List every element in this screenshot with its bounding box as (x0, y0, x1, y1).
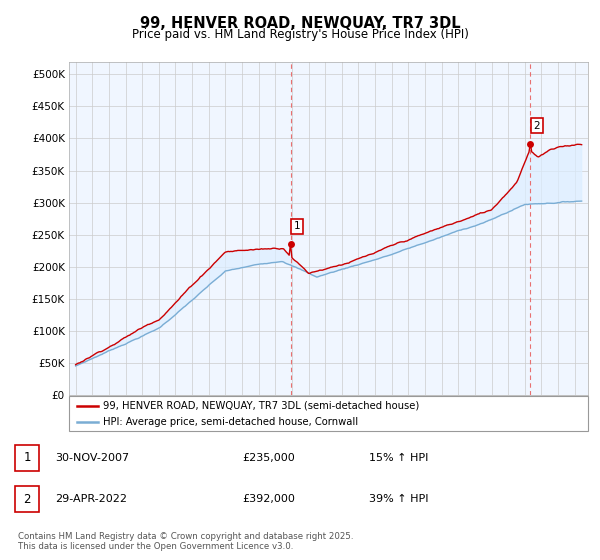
Text: £392,000: £392,000 (242, 494, 295, 505)
Text: HPI: Average price, semi-detached house, Cornwall: HPI: Average price, semi-detached house,… (103, 417, 358, 427)
Text: 1: 1 (294, 221, 301, 231)
Text: 99, HENVER ROAD, NEWQUAY, TR7 3DL (semi-detached house): 99, HENVER ROAD, NEWQUAY, TR7 3DL (semi-… (103, 401, 419, 411)
Text: Price paid vs. HM Land Registry's House Price Index (HPI): Price paid vs. HM Land Registry's House … (131, 28, 469, 41)
Text: 1: 1 (23, 451, 31, 464)
Text: 29-APR-2022: 29-APR-2022 (55, 494, 127, 505)
Text: Contains HM Land Registry data © Crown copyright and database right 2025.
This d: Contains HM Land Registry data © Crown c… (18, 532, 353, 552)
Text: 99, HENVER ROAD, NEWQUAY, TR7 3DL: 99, HENVER ROAD, NEWQUAY, TR7 3DL (140, 16, 460, 31)
FancyBboxPatch shape (15, 445, 39, 471)
Text: 15% ↑ HPI: 15% ↑ HPI (369, 452, 428, 463)
FancyBboxPatch shape (15, 486, 39, 512)
Text: £235,000: £235,000 (242, 452, 295, 463)
Text: 2: 2 (23, 493, 31, 506)
FancyBboxPatch shape (69, 396, 588, 431)
Text: 2: 2 (533, 120, 540, 130)
Text: 39% ↑ HPI: 39% ↑ HPI (369, 494, 428, 505)
Text: 30-NOV-2007: 30-NOV-2007 (55, 452, 130, 463)
